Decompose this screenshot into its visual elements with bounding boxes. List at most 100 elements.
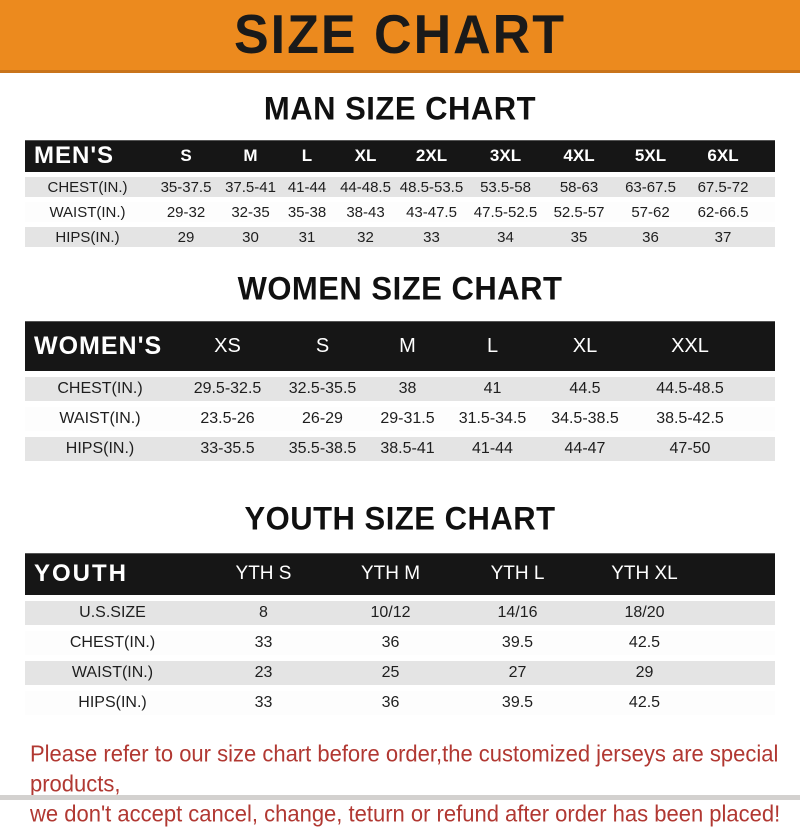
size-cell: 30 [242,228,259,246]
women-section: WOMEN SIZE CHART WOMEN'S XS S M L XL XXL CHEST(… [0,270,800,461]
size-cell: 37 [714,228,732,246]
row-label: WAIST(IN.) [49,203,126,221]
column-header: YTH M [360,563,421,584]
column-header: 4XL [563,146,595,165]
size-cell: 39.5 [501,694,534,711]
disclaimer: Please refer to our size chart before or… [0,739,800,829]
size-cell: 8 [259,604,268,621]
size-cell: 44.5 [569,380,601,397]
table-header-row: MEN'S S M L XL 2XL 3XL 4XL 5XL 6XL [25,140,775,172]
table-header-row: YOUTH YTH S YTH M YTH L YTH XL [25,553,775,595]
page-title: SIZE CHART [234,4,566,66]
column-header: S [180,146,192,165]
column-header: M [243,146,258,165]
size-cell: 53.5-58 [480,178,531,196]
size-cell: 14/16 [497,604,538,621]
column-header: YTH L [490,563,545,584]
row-label: CHEST(IN.) [47,178,128,196]
column-header: XL [572,334,598,357]
size-cell: 31.5-34.5 [458,410,527,427]
size-cell: 35 [570,228,588,246]
table-corner-label: YOUTH [34,560,128,587]
table-row: WAIST(IN.) 23 25 27 29 [25,661,775,685]
size-cell: 18/20 [624,604,665,621]
table-row: WAIST(IN.) 29-32 32-35 35-38 38-43 43-47.5 47.… [25,202,775,222]
size-cell: 35-37.5 [160,178,212,196]
size-cell: 29 [177,228,195,246]
size-cell: 63-67.5 [625,178,676,196]
youth-section: YOUTH SIZE CHART YOUTH YTH S YTH M YTH L YTH… [0,500,800,715]
table-corner-label: WOMEN'S [34,331,163,360]
column-header: 6XL [707,146,739,165]
size-chart-banner: SIZE CHART [0,0,800,73]
table-row: U.S.SIZE 8 10/12 14/16 18/20 [25,601,775,625]
row-label: HIPS(IN.) [55,228,120,246]
size-cell: 52.5-57 [553,203,605,221]
column-header: S [315,334,330,357]
size-cell: 38-43 [346,203,385,221]
size-cell: 32-35 [231,203,270,221]
column-header: 3XL [489,146,522,165]
table-header-row: WOMEN'S XS S M L XL XXL [25,321,775,371]
size-cell: 36 [381,694,400,711]
size-cell: 27 [508,664,527,681]
youth-heading: YOUTH SIZE CHART [244,500,556,537]
column-header: M [399,334,416,357]
size-cell: 39.5 [501,634,534,651]
size-cell: 43-47.5 [406,203,457,221]
size-cell: 38.5-41 [380,440,435,457]
size-cell: 47.5-52.5 [473,203,538,221]
size-cell: 34.5-38.5 [551,410,619,427]
column-header: 5XL [634,146,667,165]
size-cell: 62-66.5 [697,203,749,221]
row-label: HIPS(IN.) [65,440,135,457]
size-cell: 33 [423,228,440,246]
table-row: CHEST(IN.) 29.5-32.5 32.5-35.5 38 41 44.5 44.5… [25,377,775,401]
table-corner-label: MEN'S [34,142,115,169]
size-cell: 32 [357,228,374,246]
row-label: WAIST(IN.) [59,410,141,427]
table-row: CHEST(IN.) 35-37.5 37.5-41 41-44 44-48.5 48.5… [25,177,775,197]
disclaimer-line-1: Please refer to our size chart before or… [30,741,779,797]
column-header: L [486,334,499,357]
size-cell: 36 [381,634,400,651]
size-cell: 23.5-26 [200,410,255,427]
disclaimer-line-2: we don't accept cancel, change, teturn o… [30,800,781,827]
column-header: YTH XL [611,563,678,584]
size-cell: 29.5-32.5 [193,380,262,397]
size-cell: 29-32 [166,203,206,221]
row-label: WAIST(IN.) [71,664,154,681]
size-cell: 35-38 [287,203,327,221]
size-cell: 41-44 [287,178,327,196]
women-size-table: WOMEN'S XS S M L XL XXL CHEST(IN.) 29.5-32.5 32.5… [25,321,775,461]
men-section: MAN SIZE CHART MEN'S S M L XL 2XL 3XL 4XL 5XL 6XL… [0,90,800,247]
bottom-edge-divider [0,795,800,800]
size-cell: 25 [381,664,400,681]
size-cell: 44-48.5 [340,178,391,196]
size-cell: 38.5-42.5 [656,410,724,427]
size-cell: 26-29 [302,410,343,427]
size-cell: 38 [398,380,417,397]
row-label: CHEST(IN.) [57,380,143,397]
size-cell: 33-35.5 [200,440,255,457]
table-row: HIPS(IN.) 33 36 39.5 42.5 [25,691,775,715]
size-cell: 37.5-41 [225,178,276,196]
column-header: XS [214,334,241,357]
row-label: U.S.SIZE [79,604,146,621]
size-cell: 35.5-38.5 [288,440,357,457]
table-row: WAIST(IN.) 23.5-26 26-29 29-31.5 31.5-34.5 34… [25,407,775,431]
column-header: XL [354,146,377,165]
size-cell: 10/12 [370,604,411,621]
size-cell: 33 [254,634,273,651]
size-cell: 29 [635,664,654,681]
size-cell: 36 [642,228,659,246]
column-header: XXL [671,334,709,357]
size-cell: 31 [298,228,316,246]
size-cell: 41-44 [472,440,513,457]
row-label: CHEST(IN.) [69,634,156,651]
table-row: HIPS(IN.) 33-35.5 35.5-38.5 38.5-41 41-44 44-… [25,437,775,461]
row-label: HIPS(IN.) [78,694,147,711]
size-cell: 23 [254,664,273,681]
size-cell: 33 [254,694,273,711]
size-cell: 44-47 [564,440,606,457]
